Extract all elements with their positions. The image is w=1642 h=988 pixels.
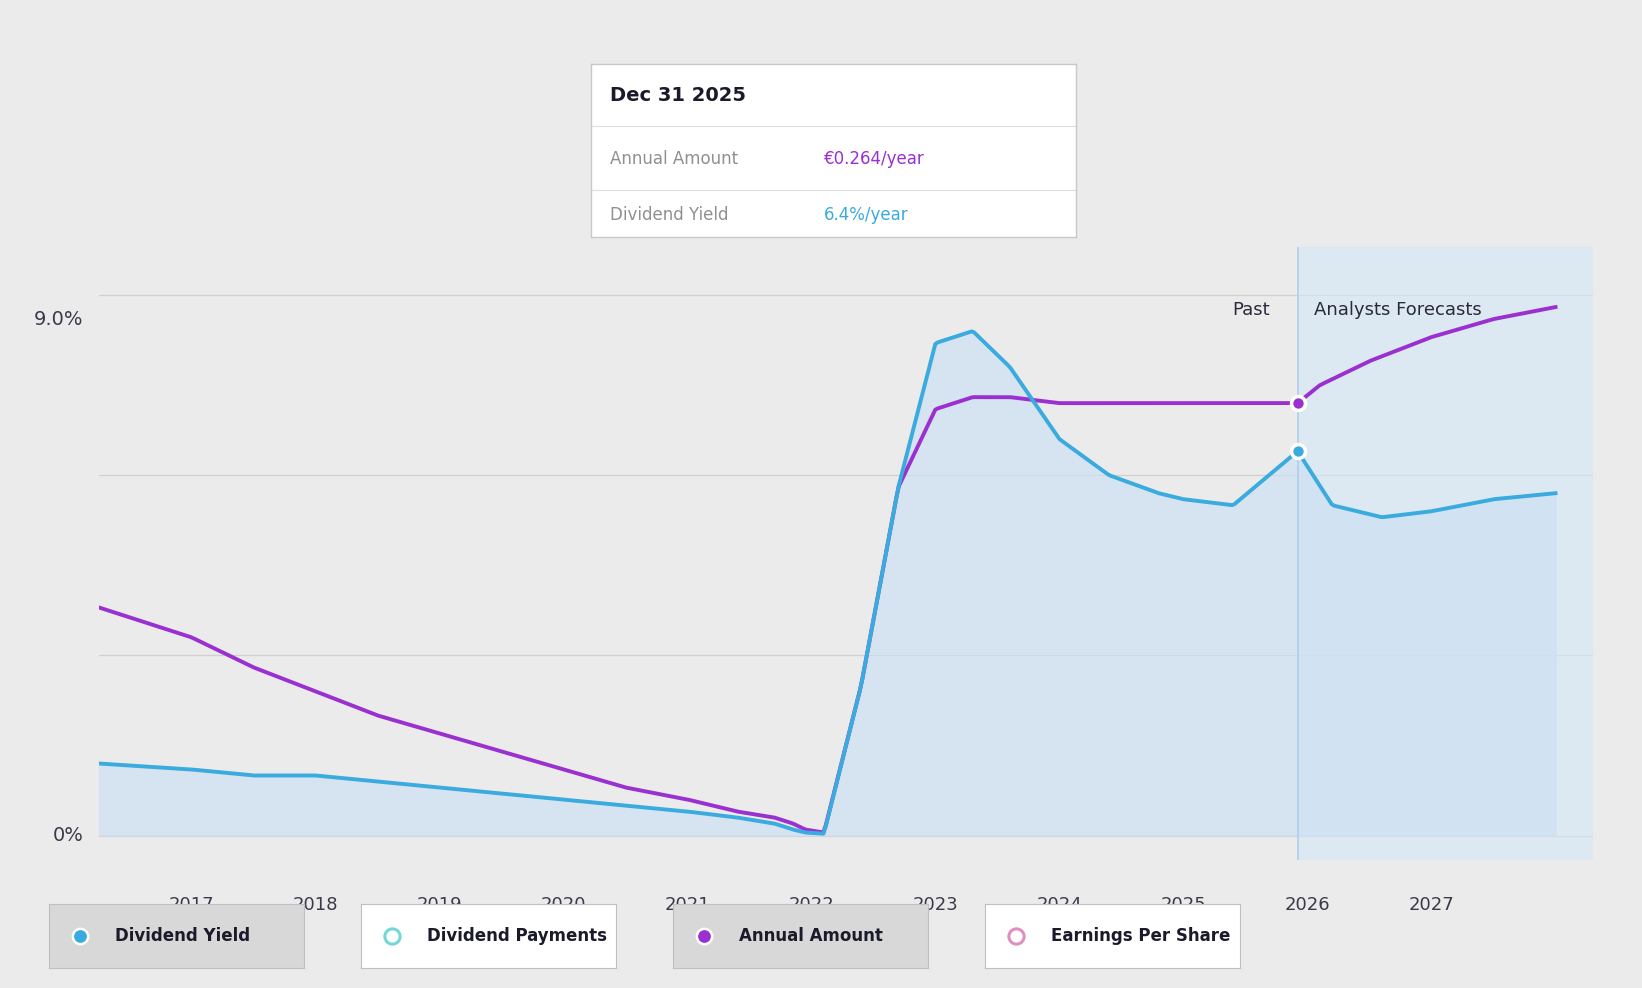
Text: 2018: 2018 (292, 896, 338, 914)
Text: 2017: 2017 (169, 896, 215, 914)
Bar (1297, 247, 1642, 860)
Text: Dec 31 2025: Dec 31 2025 (611, 86, 747, 105)
Text: 2023: 2023 (913, 896, 959, 914)
Text: 2020: 2020 (540, 896, 586, 914)
Text: Annual Amount: Annual Amount (611, 150, 739, 168)
Text: 6.4%/year: 6.4%/year (824, 206, 908, 223)
Text: 2027: 2027 (1409, 896, 1455, 914)
Text: 2021: 2021 (665, 896, 711, 914)
Text: 2022: 2022 (788, 896, 834, 914)
Text: 0%: 0% (53, 826, 84, 845)
Text: €0.264/year: €0.264/year (824, 150, 924, 168)
Text: Earnings Per Share: Earnings Per Share (1051, 927, 1232, 946)
Text: 9.0%: 9.0% (34, 309, 84, 329)
Text: 2019: 2019 (417, 896, 463, 914)
Text: 2025: 2025 (1161, 896, 1207, 914)
Text: Dividend Yield: Dividend Yield (115, 927, 251, 946)
Text: 2024: 2024 (1036, 896, 1082, 914)
Text: Dividend Yield: Dividend Yield (611, 206, 729, 223)
Text: Dividend Payments: Dividend Payments (427, 927, 608, 946)
Text: Annual Amount: Annual Amount (739, 927, 883, 946)
Text: 2026: 2026 (1284, 896, 1330, 914)
Text: Past: Past (1233, 301, 1271, 319)
Text: Analysts Forecasts: Analysts Forecasts (1314, 301, 1481, 319)
